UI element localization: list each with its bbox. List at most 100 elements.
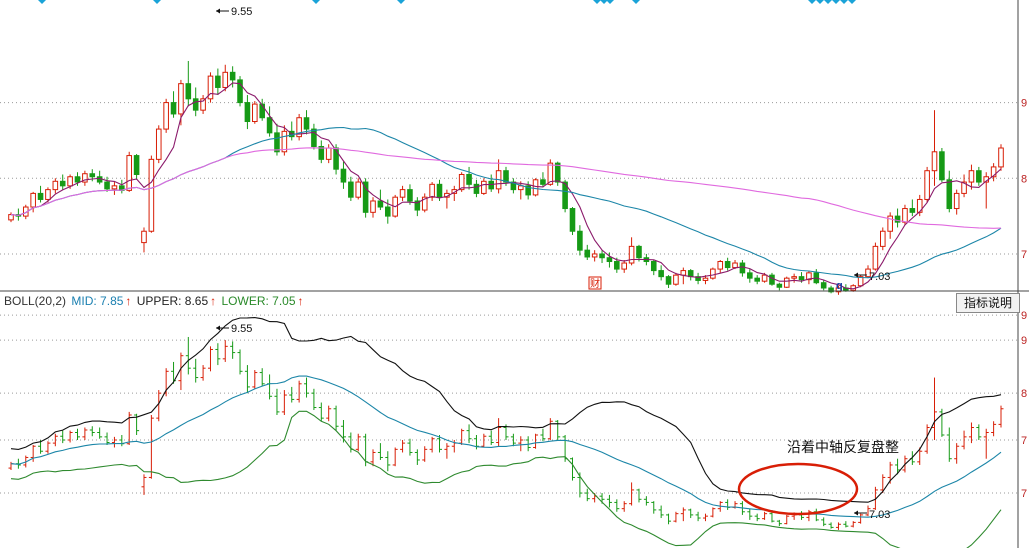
- candle-body: [517, 185, 524, 191]
- candle: [45, 441, 51, 454]
- candle-body: [931, 151, 938, 172]
- candle-body: [67, 176, 73, 187]
- candle-body: [717, 261, 724, 270]
- candle: [688, 508, 694, 519]
- candle-body: [303, 117, 310, 130]
- candle: [695, 511, 701, 522]
- candle: [776, 519, 782, 527]
- candle: [473, 179, 480, 198]
- candle-body: [45, 189, 51, 200]
- candle: [155, 125, 162, 164]
- candle-body: [59, 180, 66, 187]
- candle: [518, 436, 524, 452]
- candle: [510, 433, 516, 447]
- candle: [222, 340, 228, 362]
- top-marker-icon: [832, 0, 840, 4]
- candle: [348, 176, 354, 201]
- candle: [281, 125, 288, 156]
- candle: [880, 227, 886, 251]
- candle: [872, 486, 878, 510]
- candle: [422, 446, 428, 462]
- candle: [932, 377, 938, 440]
- candle: [311, 388, 317, 411]
- candle-body: [355, 181, 362, 198]
- candle-body: [902, 208, 908, 223]
- candle: [400, 439, 406, 453]
- candle: [126, 151, 132, 192]
- candle: [215, 68, 221, 96]
- y-tick-label: 9: [1021, 310, 1027, 322]
- candle: [407, 184, 413, 205]
- candle: [156, 390, 162, 422]
- candle-body: [599, 253, 605, 259]
- grid-lines: [0, 102, 1018, 494]
- candle: [931, 110, 938, 186]
- candle: [237, 349, 243, 375]
- candle: [30, 191, 36, 213]
- y-tick-labels: 9 8 7 9 9 8 7 7: [1021, 98, 1027, 500]
- candle: [89, 426, 95, 437]
- candle: [281, 390, 287, 416]
- candle-body: [244, 102, 251, 123]
- candle: [111, 182, 118, 195]
- candle: [244, 95, 251, 130]
- candle: [569, 207, 576, 236]
- candle: [621, 501, 627, 512]
- candle: [333, 144, 339, 175]
- candle: [909, 199, 916, 217]
- candle-body: [414, 200, 421, 211]
- candle: [865, 505, 871, 517]
- candle: [296, 380, 302, 403]
- candle: [673, 511, 679, 523]
- top-marker-icon: [632, 0, 640, 4]
- y-tick-label: 9: [1021, 98, 1027, 110]
- candle-body: [311, 128, 317, 147]
- candle: [724, 257, 731, 271]
- candle-body: [636, 245, 642, 259]
- candle: [990, 163, 997, 182]
- y-tick-label: 7: [1021, 249, 1027, 261]
- boll-low-arrow-head: [854, 510, 858, 516]
- candle: [229, 66, 236, 88]
- candle: [991, 421, 997, 437]
- candle-body: [577, 230, 583, 251]
- candle-body: [82, 173, 88, 183]
- candle: [710, 267, 716, 280]
- top-marker-icon: [848, 0, 856, 4]
- candle: [222, 64, 229, 92]
- candle-body: [488, 180, 495, 190]
- candle-body: [163, 102, 169, 130]
- candle: [762, 511, 768, 520]
- candle-body: [30, 192, 36, 208]
- candle: [872, 242, 879, 271]
- candle-body: [924, 170, 930, 200]
- candle-body: [591, 253, 598, 258]
- candle: [444, 443, 450, 459]
- candle-body: [791, 276, 797, 279]
- candle: [680, 507, 686, 522]
- candle: [259, 368, 265, 387]
- candle-body: [466, 173, 472, 185]
- candle: [650, 260, 657, 276]
- candle: [924, 424, 930, 454]
- candle: [946, 427, 952, 462]
- candle: [230, 341, 236, 359]
- candle: [67, 430, 73, 443]
- candle-body: [399, 189, 406, 198]
- finance-marker-box: [588, 276, 602, 290]
- candle-body: [806, 272, 812, 281]
- candle: [318, 402, 324, 422]
- candle: [710, 507, 716, 518]
- candle: [968, 164, 975, 190]
- candle-body: [111, 185, 118, 190]
- candle: [953, 189, 960, 215]
- high-price-label: 9.55: [231, 6, 252, 18]
- candle: [45, 187, 51, 203]
- boll-lower-label: LOWER: 7.05: [221, 294, 296, 308]
- candle: [828, 522, 834, 529]
- candle: [429, 182, 435, 201]
- indicator-help-button[interactable]: 指标说明: [956, 293, 1020, 313]
- high-arrow-head: [216, 8, 220, 14]
- candle: [769, 511, 775, 523]
- candle-body: [126, 155, 132, 191]
